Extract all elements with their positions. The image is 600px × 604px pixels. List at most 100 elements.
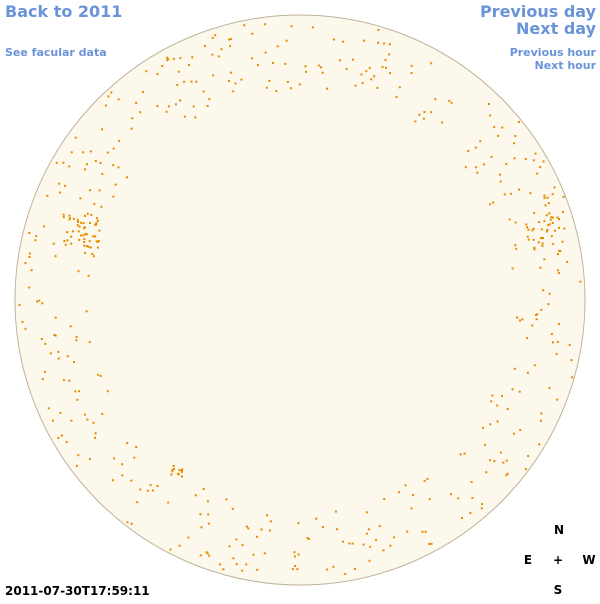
facula — [539, 166, 542, 169]
facula — [172, 57, 175, 60]
facula — [99, 162, 102, 164]
facula — [64, 184, 67, 187]
facula — [548, 223, 551, 226]
facula — [510, 192, 513, 195]
facula — [426, 477, 429, 480]
facula — [383, 498, 386, 500]
facula — [422, 117, 425, 120]
facula — [297, 522, 300, 525]
facula — [501, 395, 503, 398]
facula — [86, 418, 89, 421]
facula — [60, 434, 63, 437]
facula — [370, 78, 373, 81]
facula — [505, 459, 508, 462]
facula — [519, 429, 522, 431]
facula — [63, 240, 66, 242]
facula — [93, 203, 96, 206]
facula — [126, 442, 129, 445]
facula — [206, 552, 209, 555]
back-link[interactable]: Back to 2011 — [5, 2, 122, 21]
facula — [69, 217, 72, 220]
facula — [546, 228, 549, 231]
facula — [54, 334, 57, 337]
facula — [178, 544, 181, 547]
facula — [234, 82, 237, 85]
facula — [290, 25, 293, 28]
facula — [533, 212, 536, 215]
facula — [492, 201, 495, 204]
facula — [361, 81, 364, 84]
facula — [556, 398, 559, 401]
facula — [51, 419, 54, 422]
facula — [168, 105, 170, 108]
facula — [463, 452, 466, 455]
facula — [228, 80, 230, 83]
facula — [89, 150, 92, 153]
facula — [489, 423, 492, 426]
facula — [235, 538, 238, 541]
facula — [548, 387, 551, 389]
next-day-link[interactable]: Next day — [516, 19, 597, 38]
solar-disk — [14, 14, 586, 586]
compass-south: S — [554, 583, 563, 597]
facula — [547, 202, 550, 205]
facula — [38, 299, 41, 302]
facula — [146, 489, 149, 492]
facula — [112, 147, 115, 150]
previous-hour-link[interactable]: Previous hour — [510, 46, 597, 59]
facula — [531, 229, 534, 232]
facula — [94, 436, 96, 439]
facula — [485, 471, 488, 474]
facular-data-link[interactable]: See facular data — [5, 46, 107, 59]
facula — [192, 105, 195, 108]
facula — [251, 32, 254, 35]
next-hour-link[interactable]: Next hour — [535, 59, 597, 72]
facula — [24, 327, 27, 330]
facula — [450, 493, 452, 496]
facula — [556, 216, 559, 219]
facula — [541, 244, 544, 247]
facula — [57, 437, 60, 439]
facula — [552, 243, 555, 246]
facula — [75, 335, 78, 338]
facula — [62, 213, 65, 216]
facula — [558, 218, 560, 221]
facula — [252, 553, 255, 556]
facula — [206, 104, 209, 107]
facula — [117, 98, 120, 101]
facula — [368, 66, 371, 69]
facula — [82, 227, 85, 230]
facula — [286, 81, 289, 83]
facula — [571, 376, 574, 379]
facula — [260, 528, 263, 531]
facula — [430, 542, 433, 545]
facula — [556, 340, 559, 343]
previous-day-link[interactable]: Previous day — [480, 2, 597, 21]
facula — [77, 230, 80, 233]
facula — [200, 526, 203, 529]
facula — [96, 240, 99, 243]
facula — [414, 120, 417, 123]
facula — [145, 70, 148, 73]
facula — [176, 83, 179, 86]
facula — [98, 229, 101, 232]
facula — [513, 142, 516, 145]
facula — [121, 474, 124, 477]
facula — [47, 407, 50, 410]
facula — [121, 463, 124, 466]
compass-center: + — [553, 553, 563, 567]
facula — [544, 204, 547, 207]
facula — [130, 479, 133, 482]
facula — [245, 525, 248, 528]
facula — [69, 325, 72, 328]
facula — [107, 95, 110, 98]
facula — [264, 51, 267, 54]
facula — [542, 289, 545, 292]
facula — [171, 468, 174, 471]
facula — [493, 460, 496, 463]
facula — [241, 544, 244, 547]
facula — [412, 493, 415, 496]
facula — [161, 65, 164, 67]
facula — [441, 121, 444, 124]
facula — [87, 274, 90, 277]
